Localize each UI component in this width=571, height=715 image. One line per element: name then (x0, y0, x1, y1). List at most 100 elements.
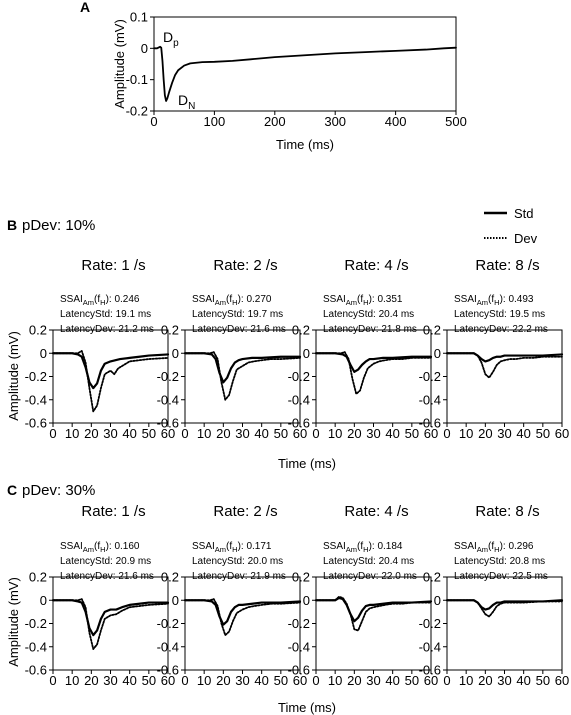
panel-b1-ssai-part: Am (83, 298, 94, 307)
panel-b4-dev-trace (446, 352, 563, 379)
legend: Std Dev (484, 206, 538, 246)
panel-c2-xtick-label: 40 (254, 673, 268, 688)
panel-b3-ssai-part: Am (346, 298, 357, 307)
panel-b2: Rate: 2 /s SSAIAm(fH): 0.270 LatencyStd: 1… (157, 257, 308, 441)
panel-b2-xtick-label: 20 (216, 426, 230, 441)
panel-b2-xtick-label: 50 (274, 426, 288, 441)
panel-c4-ssai-part: Am (477, 545, 488, 554)
panel-b2-std-trace (183, 352, 302, 384)
panel-b2-xtick-label: 0 (181, 426, 188, 441)
panel-b1-ssai-part: (f (94, 294, 100, 305)
panel-b4-xtick-label: 0 (443, 426, 450, 441)
panel-c4-ytick-label: 0 (434, 593, 441, 608)
panel-b3-ytick-label: 0.2 (292, 323, 310, 338)
panel-b3-xtick-label: 30 (366, 426, 380, 441)
panel-b4-ytick-label: 0 (434, 346, 441, 361)
panel-b2-frame (184, 329, 301, 424)
panel-b4-xtick-label: 10 (459, 426, 473, 441)
panel-c3-xtick-label: 20 (347, 673, 361, 688)
panel-b1-ssai-part: SSAI (60, 294, 83, 305)
panel-c-ylabel: Amplitude (mV) (6, 577, 21, 667)
panel-c3-xtick-label: 40 (385, 673, 399, 688)
panel-c3-ssai-part: (f (357, 541, 363, 552)
panel-b4-ssai-part: Am (477, 298, 488, 307)
panel-c4-ssai-part: H (494, 545, 499, 554)
panel-c1-xtick-label: 50 (142, 673, 156, 688)
panel-b3-xtick-label: 20 (347, 426, 361, 441)
panel-b1-title: Rate: 1 /s (81, 257, 145, 274)
panel-c2-ytick-label: -0.6 (157, 663, 179, 678)
panel-b1-std-trace (51, 352, 170, 390)
panel-c-pdev: pDev: 30% (22, 482, 95, 499)
panel-a-ytick-label: -0.1 (126, 72, 148, 87)
panel-a-xtick-label: 300 (324, 114, 346, 129)
panel-a-ylabel: Amplitude (mV) (112, 19, 127, 109)
panel-b3-xtick-label: 10 (328, 426, 342, 441)
panel-c3-xtick-label: 30 (366, 673, 380, 688)
panel-c1-xtick-label: 60 (161, 673, 175, 688)
panel-b3-dev-trace (315, 351, 432, 395)
panel-b2-ssai-part: H (232, 298, 237, 307)
panel-c-xlabel: Time (ms) (278, 700, 336, 715)
panel-b3-ssai-part: (f (357, 294, 363, 305)
panel-c2-xtick-label: 10 (197, 673, 211, 688)
panel-c1-ytick-label: 0.2 (29, 570, 47, 585)
panel-a-ytick-label: -0.2 (126, 104, 148, 119)
panel-c4-title: Rate: 8 /s (475, 503, 539, 520)
panel-b1-ssai-part: H (100, 298, 105, 307)
panel-b-letter: B (7, 217, 17, 233)
panel-b1-xtick-label: 30 (103, 426, 117, 441)
panel-c2-xtick-label: 50 (274, 673, 288, 688)
panel-c2-dev-trace (184, 598, 301, 637)
panel-c3-ytick-label: 0 (303, 593, 310, 608)
panel-c2-xtick-label: 60 (293, 673, 307, 688)
panel-c1-xtick-label: 40 (122, 673, 136, 688)
panel-b3-ytick-label: -0.6 (288, 416, 310, 431)
panel-b-ylabel: Amplitude (mV) (6, 331, 21, 421)
panel-c1-latency-std: LatencyStd: 20.9 ms (60, 556, 151, 567)
panel-b1-ytick-label: -0.4 (25, 392, 47, 407)
panel-c3-xtick-label: 50 (405, 673, 419, 688)
panel-b2-ytick-label: 0.2 (161, 323, 179, 338)
panel-b3-xtick-label: 50 (405, 426, 419, 441)
panel-c1-xtick-label: 30 (103, 673, 117, 688)
panel-c4-xtick-label: 40 (516, 673, 530, 688)
panel-c2-ytick-label: -0.2 (157, 616, 179, 631)
panel-b2-ssai-part: Am (215, 298, 226, 307)
panel-b3-ssai: SSAIAm(fH): 0.351 (323, 294, 403, 307)
panel-b4-ssai: SSAIAm(fH): 0.493 (454, 294, 534, 307)
panel-c4-dev-trace (446, 599, 563, 618)
panel-c2-xtick-label: 20 (216, 673, 230, 688)
panel-b2-xtick-label: 40 (254, 426, 268, 441)
panel-b2-dev-trace (184, 351, 301, 401)
panel-b-xlabel: Time (ms) (278, 456, 336, 471)
panel-c1-xtick-label: 0 (49, 673, 56, 688)
panel-c1-ssai-part: (f (94, 541, 100, 552)
panel-c2-ytick-label: 0 (172, 593, 179, 608)
panel-b4-xtick-label: 60 (555, 426, 569, 441)
panel-c1-frame (52, 576, 169, 671)
panel-c4-ssai: SSAIAm(fH): 0.296 (454, 541, 534, 554)
panel-b3-std-trace (314, 352, 433, 373)
panel-a-xtick-label: 100 (204, 114, 226, 129)
panel-c2-xtick-label: 0 (181, 673, 188, 688)
panel-c1-ssai-part: H (100, 545, 105, 554)
panel-c2-ssai-part: SSAI (192, 541, 215, 552)
panel-c4-ytick-label: -0.4 (419, 639, 441, 654)
panel-c3-ssai-part: ): 0.184 (369, 541, 403, 552)
panel-c1: Rate: 1 /s SSAIAm(fH): 0.160 LatencyStd: 2… (25, 503, 176, 688)
panel-a-trace (153, 45, 457, 102)
panel-b3-latency-std: LatencyStd: 20.4 ms (323, 309, 414, 320)
panel-b1-ytick-label: 0.2 (29, 323, 47, 338)
panel-c4: Rate: 8 /s SSAIAm(fH): 0.296 LatencyStd: 2… (419, 503, 570, 688)
panel-c1-ssai-part: ): 0.160 (106, 541, 140, 552)
panel-c-letter: C (7, 482, 17, 498)
panel-b4: Rate: 8 /s SSAIAm(fH): 0.493 LatencyStd: 1… (419, 257, 570, 441)
panel-a-ytick-label: 0.1 (130, 10, 148, 25)
panel-c4-ytick-label: 0.2 (423, 570, 441, 585)
panel-b2-ssai-part: ): 0.270 (238, 294, 272, 305)
panel-c1-ytick-label: 0 (40, 593, 47, 608)
panel-b-pdev: pDev: 10% (22, 217, 95, 234)
panel-c1-title: Rate: 1 /s (81, 503, 145, 520)
